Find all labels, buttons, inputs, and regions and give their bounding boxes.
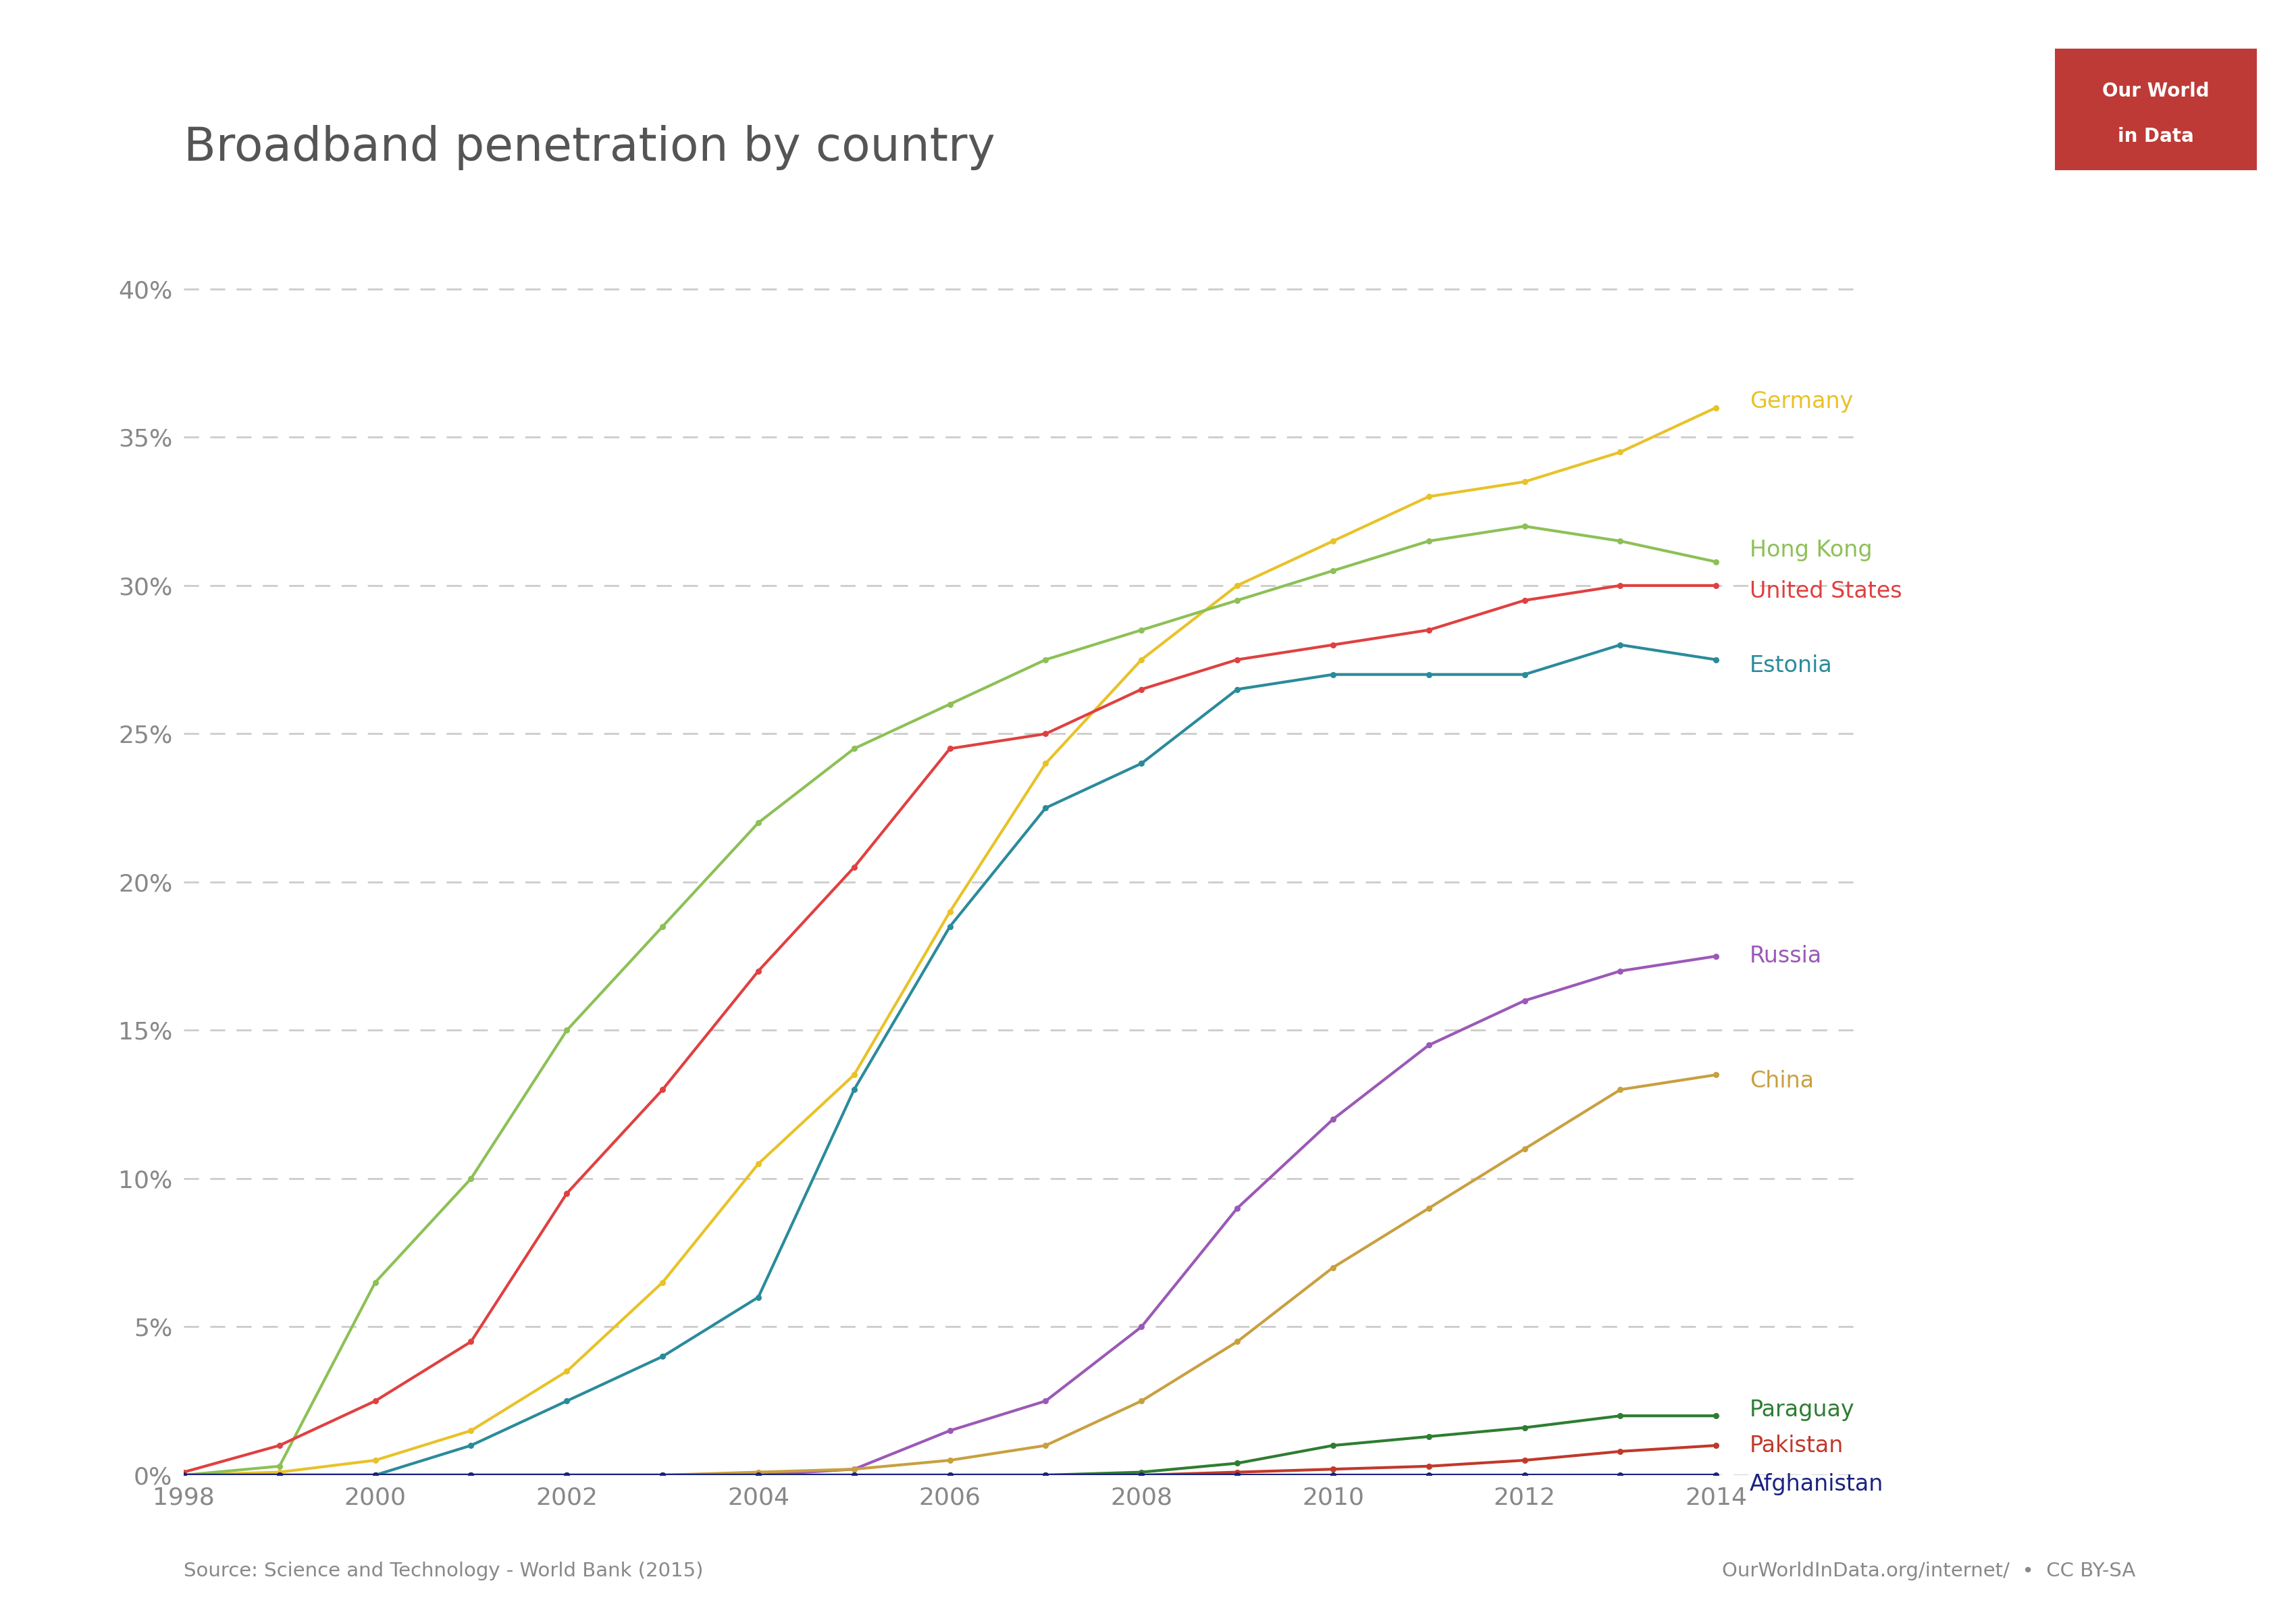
Text: Hong Kong: Hong Kong [1750, 538, 1871, 561]
Text: Germany: Germany [1750, 391, 1853, 413]
Text: Pakistan: Pakistan [1750, 1435, 1844, 1457]
Text: Russia: Russia [1750, 945, 1823, 968]
Text: OurWorldInData.org/internet/  •  CC BY-SA: OurWorldInData.org/internet/ • CC BY-SA [1722, 1561, 2135, 1580]
Text: Estonia: Estonia [1750, 655, 1832, 676]
Text: United States: United States [1750, 580, 1901, 603]
Text: Source: Science and Technology - World Bank (2015): Source: Science and Technology - World B… [184, 1561, 703, 1580]
Text: Our World: Our World [2103, 81, 2209, 101]
Text: Afghanistan: Afghanistan [1750, 1473, 1883, 1495]
Text: Paraguay: Paraguay [1750, 1399, 1855, 1422]
Text: Broadband penetration by country: Broadband penetration by country [184, 125, 994, 170]
Text: China: China [1750, 1070, 1814, 1093]
Text: in Data: in Data [2117, 126, 2195, 146]
